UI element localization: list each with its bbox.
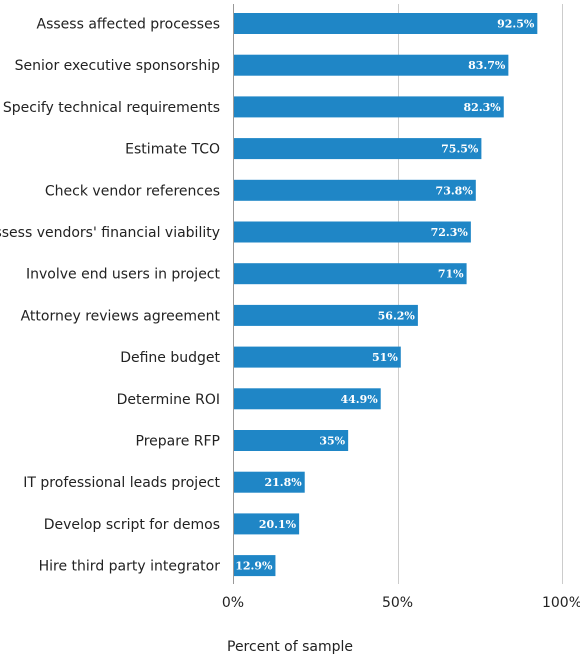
grid-lines bbox=[233, 4, 563, 584]
category-label: IT professional leads project bbox=[23, 475, 220, 491]
x-tick-label: 0% bbox=[222, 595, 244, 611]
bar bbox=[234, 388, 381, 410]
bar-value-label: 44.9% bbox=[340, 393, 378, 406]
x-tick-label: 50% bbox=[382, 595, 413, 611]
bar bbox=[234, 430, 349, 451]
bar-value-label: 75.5% bbox=[441, 143, 479, 156]
bar bbox=[234, 96, 504, 118]
category-label: Assess affected processes bbox=[37, 17, 221, 33]
category-label: Attorney reviews agreement bbox=[21, 308, 221, 324]
category-label: Hire third party integrator bbox=[39, 559, 221, 575]
bar bbox=[234, 304, 418, 326]
x-tick-label: 100% bbox=[542, 595, 580, 611]
bar-value-label: 51% bbox=[372, 351, 398, 364]
bar bbox=[234, 513, 300, 535]
category-label: Define budget bbox=[120, 350, 220, 366]
category-label: Specify technical requirements bbox=[3, 100, 220, 116]
bar-value-label: 71% bbox=[438, 268, 464, 281]
bar bbox=[234, 138, 482, 160]
bar bbox=[234, 471, 305, 493]
bars: 92.5% 83.7% 82.3% 75.5% 73.8% 72.3% 71% 56.2% 51… bbox=[234, 13, 538, 577]
bar-value-label: 35% bbox=[319, 435, 345, 448]
x-axis-ticks: 0% 50% 100% bbox=[222, 595, 580, 611]
category-label: Involve end users in project bbox=[26, 267, 221, 283]
bar bbox=[234, 179, 476, 201]
category-label: Determine ROI bbox=[117, 392, 220, 408]
bar-value-label: 92.5% bbox=[497, 18, 535, 31]
bar bbox=[234, 221, 471, 243]
bar bbox=[234, 346, 401, 368]
category-label: Assess vendors' financial viability bbox=[0, 225, 220, 241]
bar-value-label: 56.2% bbox=[378, 309, 416, 322]
category-label: Prepare RFP bbox=[136, 434, 220, 450]
bar bbox=[234, 555, 276, 577]
bar bbox=[234, 263, 467, 285]
bar-value-label: 73.8% bbox=[436, 184, 474, 197]
bar bbox=[234, 54, 509, 76]
category-label: Develop script for demos bbox=[44, 517, 220, 533]
category-label: Check vendor references bbox=[45, 183, 220, 199]
bar-value-label: 82.3% bbox=[464, 101, 502, 114]
bar bbox=[234, 13, 538, 34]
category-label: Senior executive sponsorship bbox=[15, 58, 220, 74]
bar-value-label: 20.1% bbox=[259, 518, 297, 531]
bar-value-label: 72.3% bbox=[431, 226, 469, 239]
category-label: Estimate TCO bbox=[125, 142, 220, 158]
bar-value-label: 83.7% bbox=[468, 59, 506, 72]
category-labels: Assess affected processes Senior executiv… bbox=[0, 17, 221, 575]
x-axis-title: Percent of sample bbox=[227, 639, 353, 655]
bar-value-label: 21.8% bbox=[264, 476, 302, 489]
bar-value-label: 12.9% bbox=[235, 560, 273, 573]
